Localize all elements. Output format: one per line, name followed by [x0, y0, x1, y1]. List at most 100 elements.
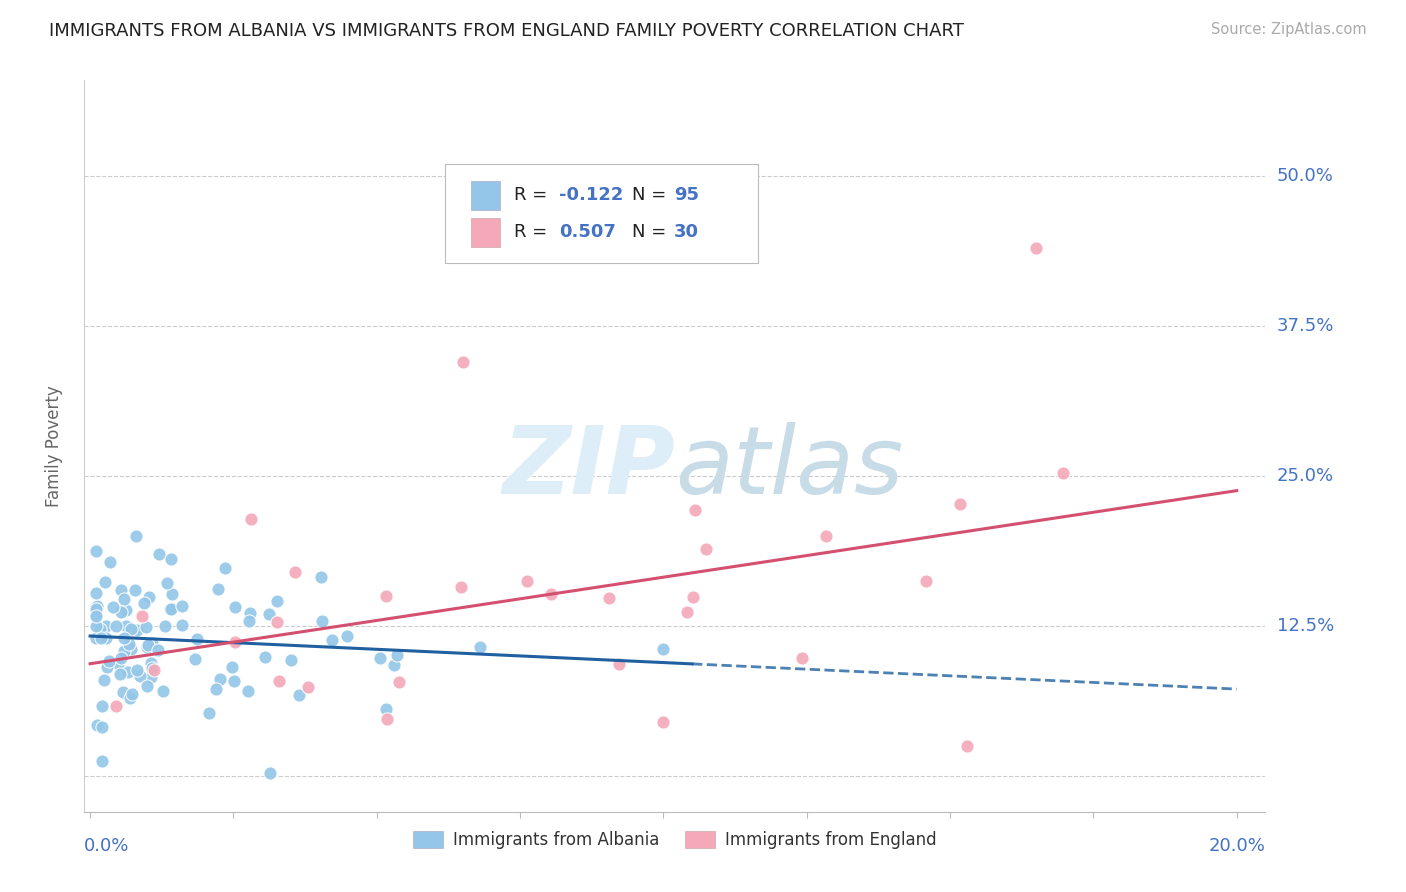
Point: [267, 673, 290, 688]
Point: [110, 583, 132, 598]
Point: [96, 660, 118, 674]
Point: [146, 643, 169, 657]
Point: [207, 582, 229, 596]
FancyBboxPatch shape: [471, 181, 501, 210]
Point: [214, 561, 236, 575]
Point: [138, 590, 160, 604]
Point: [139, 656, 162, 670]
Text: 20.0%: 20.0%: [1209, 837, 1265, 855]
Point: [607, 657, 630, 671]
Text: 30: 30: [673, 223, 699, 241]
Point: [224, 635, 246, 649]
Text: ZIP: ZIP: [502, 422, 675, 514]
Point: [90, 755, 112, 769]
Point: [254, 649, 277, 664]
Point: [160, 602, 183, 616]
Point: [121, 687, 143, 701]
Point: [186, 632, 208, 646]
Point: [107, 657, 129, 671]
Point: [375, 589, 398, 603]
Point: [153, 619, 176, 633]
Text: atlas: atlas: [675, 423, 903, 514]
Y-axis label: Family Poverty: Family Poverty: [45, 385, 63, 507]
Point: [236, 683, 259, 698]
Point: [598, 591, 620, 605]
Point: [110, 666, 132, 681]
Point: [139, 670, 162, 684]
Point: [208, 672, 231, 686]
Point: [93, 673, 115, 688]
Point: [112, 631, 135, 645]
Point: [141, 660, 163, 674]
Point: [94, 618, 117, 632]
Point: [131, 608, 153, 623]
Point: [682, 590, 704, 604]
Point: [84, 619, 107, 633]
Text: R =: R =: [515, 223, 553, 241]
Point: [96, 632, 118, 646]
Point: [117, 665, 139, 679]
Point: [238, 614, 260, 628]
Point: [89, 623, 111, 637]
Point: [336, 628, 359, 642]
Point: [115, 603, 138, 617]
Point: [224, 600, 246, 615]
Point: [915, 574, 938, 588]
FancyBboxPatch shape: [471, 218, 501, 247]
Point: [675, 605, 697, 619]
Point: [375, 702, 398, 716]
Point: [468, 640, 491, 654]
Point: [91, 720, 114, 734]
Point: [159, 602, 181, 616]
Text: 0.507: 0.507: [560, 223, 616, 241]
Point: [266, 593, 288, 607]
Point: [311, 614, 333, 628]
Point: [652, 641, 675, 656]
Point: [112, 644, 135, 658]
Point: [120, 622, 142, 636]
Point: [956, 739, 979, 753]
Point: [156, 575, 179, 590]
Text: R =: R =: [515, 186, 553, 204]
Point: [132, 596, 155, 610]
Point: [142, 663, 165, 677]
Point: [84, 607, 107, 622]
Point: [84, 544, 107, 558]
Point: [110, 650, 132, 665]
Point: [387, 648, 409, 662]
Point: [98, 655, 121, 669]
Point: [84, 631, 107, 645]
Point: [540, 587, 562, 601]
Point: [375, 712, 398, 726]
Point: [120, 641, 142, 656]
Point: [222, 673, 245, 688]
Text: Source: ZipAtlas.com: Source: ZipAtlas.com: [1211, 22, 1367, 37]
Point: [287, 688, 309, 702]
Point: [110, 605, 132, 619]
Point: [321, 633, 343, 648]
Point: [170, 618, 193, 632]
Point: [257, 607, 280, 622]
Point: [124, 582, 146, 597]
Point: [205, 681, 228, 696]
Text: -0.122: -0.122: [560, 186, 623, 204]
Text: 37.5%: 37.5%: [1277, 317, 1334, 335]
Point: [84, 586, 107, 600]
Point: [152, 684, 174, 698]
Point: [148, 547, 170, 561]
Text: 50.0%: 50.0%: [1277, 167, 1333, 186]
Point: [94, 575, 117, 590]
Point: [112, 685, 135, 699]
Text: 95: 95: [673, 186, 699, 204]
Point: [114, 619, 136, 633]
Point: [221, 660, 243, 674]
Point: [135, 679, 157, 693]
Point: [159, 551, 181, 566]
Point: [86, 599, 108, 613]
Text: 12.5%: 12.5%: [1277, 617, 1334, 635]
Point: [297, 680, 319, 694]
Point: [382, 657, 405, 672]
Point: [1025, 241, 1047, 255]
Point: [118, 637, 141, 651]
Point: [1052, 466, 1074, 480]
